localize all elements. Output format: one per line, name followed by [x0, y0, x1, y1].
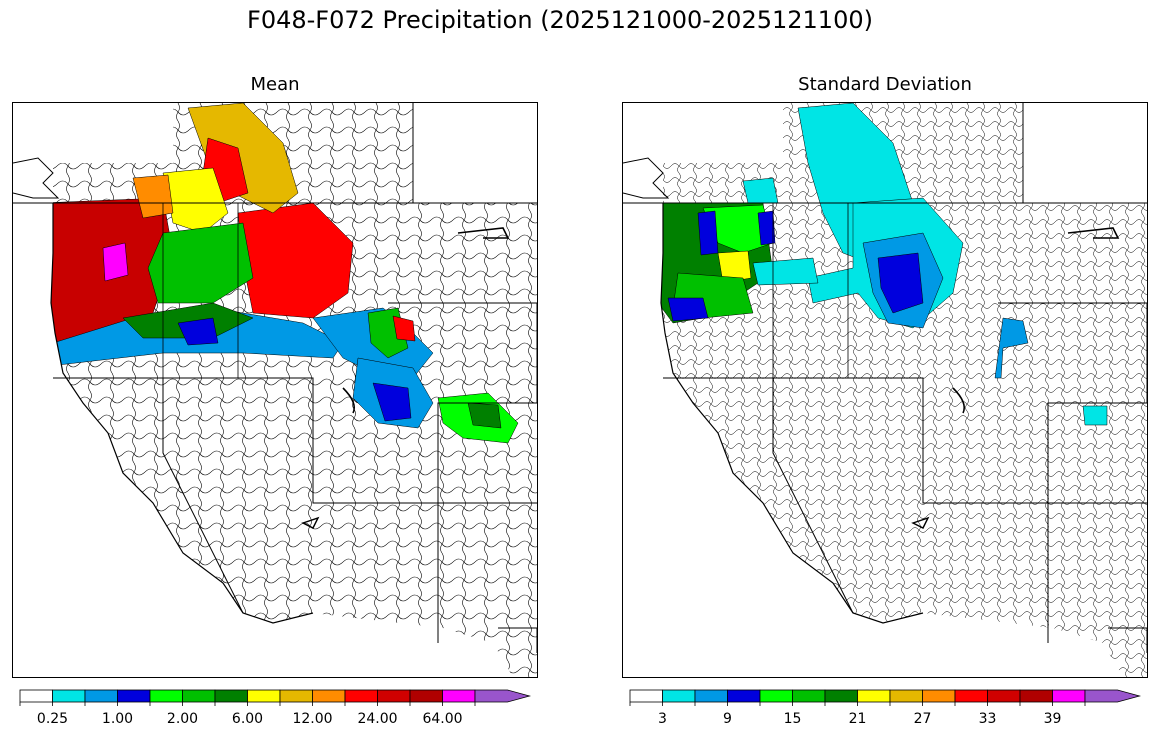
colorbar-extend-arrow	[1084, 689, 1142, 703]
colorbar-segment	[344, 689, 378, 703]
colorbar-segment	[792, 689, 826, 703]
stdev-colorbar	[629, 689, 1142, 706]
colorbar-segment	[214, 689, 248, 703]
colorbar-segment	[954, 689, 988, 703]
colorbar-segment	[662, 689, 696, 703]
colorbar-segment	[377, 689, 411, 703]
colorbar-tick-label: 21	[848, 711, 867, 727]
colorbar-segment	[409, 689, 443, 703]
colorbar-tick-label: 6.00	[231, 711, 264, 727]
colorbar-segment	[279, 689, 313, 703]
colorbar-segment	[1052, 689, 1086, 703]
colorbar-segment	[889, 689, 923, 703]
colorbar-segment	[117, 689, 151, 703]
colorbar-tick-label: 27	[913, 711, 932, 727]
colorbar-tick-label: 24.00	[357, 711, 398, 727]
colorbar-segment	[52, 689, 86, 703]
mean-colorbar	[19, 689, 532, 706]
stdev-map	[622, 102, 1148, 678]
mean-map-svg	[13, 103, 537, 677]
colorbar-tick-label: 2.00	[166, 711, 199, 727]
colorbar-segment	[84, 689, 118, 703]
colorbar-segment	[149, 689, 183, 703]
colorbar-tick-label: 33	[978, 711, 997, 727]
colorbar-tick-label: 64.00	[422, 711, 463, 727]
colorbar-segment	[987, 689, 1021, 703]
colorbar-segment	[19, 689, 53, 703]
colorbar-segment	[312, 689, 346, 703]
colorbar-tick-label: 1.00	[101, 711, 134, 727]
colorbar-segment	[922, 689, 956, 703]
colorbar-tick-label: 0.25	[36, 711, 69, 727]
colorbar-tick-label: 39	[1043, 711, 1062, 727]
colorbar-segment	[1019, 689, 1053, 703]
colorbar-segment	[247, 689, 281, 703]
colorbar-segment	[629, 689, 663, 703]
colorbar-tick-label: 12.00	[292, 711, 333, 727]
colorbar-segment	[727, 689, 761, 703]
figure-title: F048-F072 Precipitation (2025121000-2025…	[247, 6, 873, 34]
mean-map	[12, 102, 538, 678]
colorbar-tick-label: 9	[723, 711, 732, 727]
colorbar-segment	[694, 689, 728, 703]
colorbar-extend-arrow	[474, 689, 532, 703]
mean-panel-title: Mean	[250, 74, 300, 95]
colorbar-segment	[759, 689, 793, 703]
colorbar-segment	[824, 689, 858, 703]
colorbar-tick-label: 15	[783, 711, 802, 727]
colorbar-segment	[442, 689, 476, 703]
colorbar-tick-label: 3	[658, 711, 667, 727]
stdev-panel-title: Standard Deviation	[798, 74, 972, 95]
colorbar-segment	[857, 689, 891, 703]
stdev-map-svg	[623, 103, 1147, 677]
colorbar-segment	[182, 689, 216, 703]
